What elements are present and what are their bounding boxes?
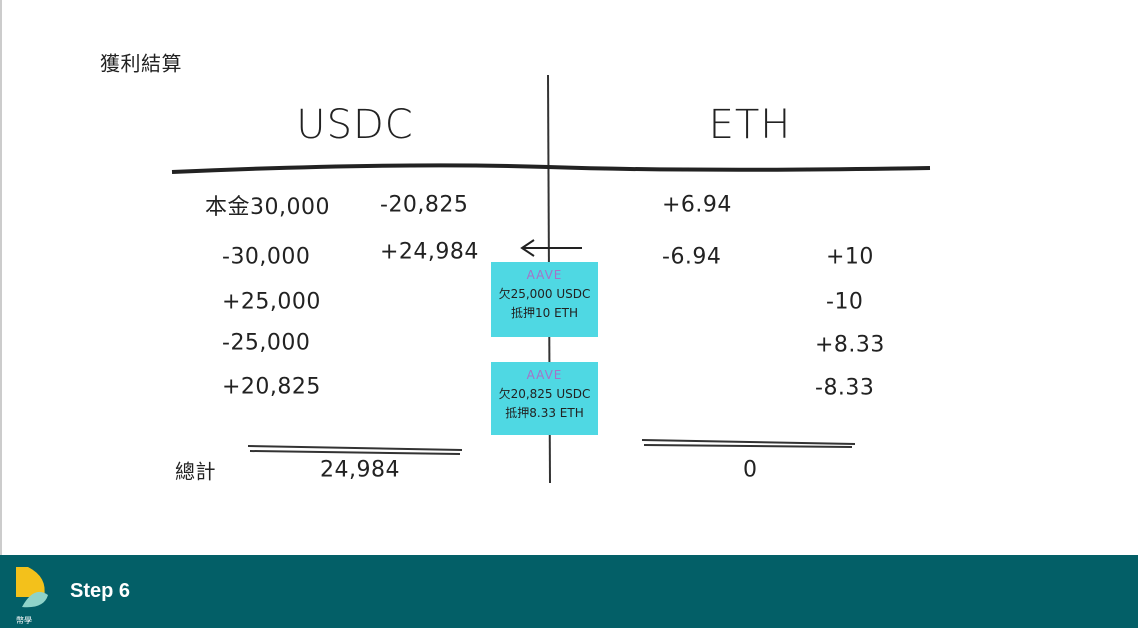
- usdc-entry: +25,000: [222, 289, 321, 315]
- aave-box: AAVE 欠20,825 USDC 抵押8.33 ETH: [491, 362, 598, 435]
- header-rule: [171, 163, 931, 174]
- total-label: 總計: [175, 459, 216, 484]
- usdc-underline: [247, 445, 463, 455]
- eth-entry: -8.33: [815, 375, 875, 401]
- aave-debt: 欠20,825 USDC: [498, 387, 591, 401]
- eth-entry: -6.94: [662, 244, 722, 270]
- usdc-heading: USDC: [296, 102, 414, 148]
- usdc-entry: +20,825: [222, 374, 321, 400]
- eth-entry: +6.94: [662, 192, 732, 218]
- aave-collateral: 抵押10 ETH: [510, 306, 579, 320]
- left-border: [0, 0, 2, 555]
- aave-logo: AAVE: [526, 268, 563, 282]
- aave-box: AAVE 欠25,000 USDC 抵押10 ETH: [491, 262, 598, 337]
- footer-bar: 幣學 Step 6: [0, 555, 1138, 628]
- eth-underline: [641, 439, 856, 448]
- logo-caption: 幣學: [16, 616, 32, 625]
- eth-heading: ETH: [708, 102, 792, 148]
- eth-total: 0: [743, 457, 758, 483]
- eth-entry: +8.33: [815, 332, 885, 358]
- step-label: Step 6: [70, 580, 131, 602]
- aave-collateral: 抵押8.33 ETH: [505, 406, 584, 420]
- eth-entry: -10: [826, 289, 864, 315]
- usdc-entry: -30,000: [222, 244, 311, 270]
- eth-entry: +10: [826, 244, 874, 270]
- usdc-total: 24,984: [320, 457, 400, 483]
- arrow: [520, 239, 582, 257]
- usdc-entry: -20,825: [380, 192, 469, 218]
- slide-title: 獲利結算: [100, 51, 182, 76]
- logo-icon: [16, 567, 48, 608]
- usdc-entry: -25,000: [222, 330, 311, 356]
- aave-logo: AAVE: [526, 368, 563, 382]
- usdc-entry: 本金30,000: [205, 195, 330, 220]
- aave-debt: 欠25,000 USDC: [498, 287, 591, 301]
- usdc-entry: +24,984: [380, 239, 479, 265]
